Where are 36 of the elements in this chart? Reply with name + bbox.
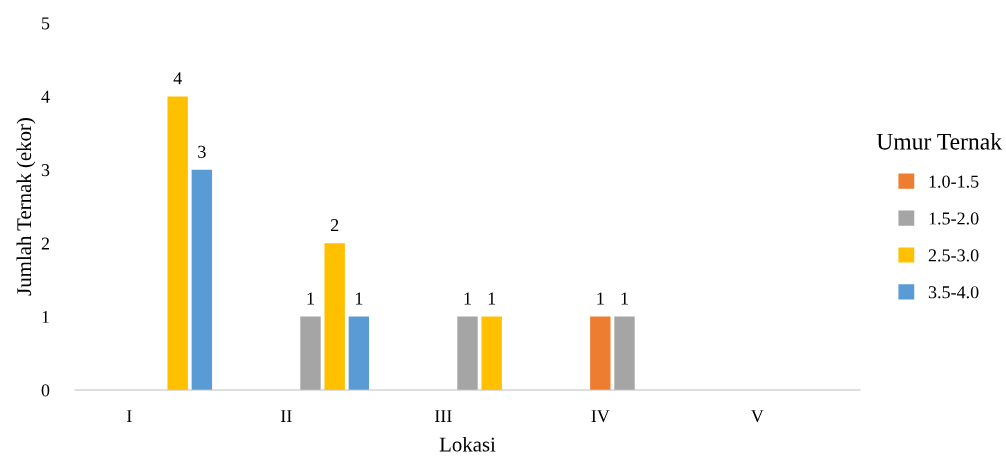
y-tick-label: 2 [41, 237, 49, 250]
data-label: 1 [307, 292, 314, 305]
bar [457, 316, 478, 390]
data-label: 1 [621, 292, 628, 305]
data-label: 2 [330, 219, 339, 232]
x-tick-label: III [434, 410, 452, 422]
bar [167, 96, 188, 390]
x-tick-label: V [751, 410, 764, 423]
bar [481, 316, 502, 390]
data-label: 1 [597, 292, 604, 305]
y-tick-label: 4 [41, 90, 50, 103]
x-tick-label: I [126, 410, 132, 422]
data-label: 1 [464, 292, 471, 305]
bar [590, 316, 611, 390]
data-label: 4 [173, 72, 182, 85]
bar [348, 316, 370, 390]
data-label: 1 [488, 292, 496, 305]
bar [191, 169, 213, 390]
legend-label: 2.5-3.0 [928, 249, 979, 262]
legend-label: 1.5-2.0 [929, 212, 979, 225]
data-label: 1 [355, 292, 363, 305]
bar [324, 243, 345, 390]
x-tick-label: II [280, 410, 292, 422]
y-tick-label: 1 [42, 310, 49, 323]
x-tick-label: IV [591, 410, 610, 423]
x-axis-title: Lokasi [439, 436, 496, 452]
y-axis-title: Jumlah Ternak (ekor) [16, 118, 36, 296]
legend-label: 1.0-1.5 [929, 175, 979, 188]
y-tick-label: 0 [41, 384, 50, 397]
bar [300, 316, 321, 390]
legend-label: 3.5-4.0 [928, 286, 979, 299]
data-label: 3 [198, 145, 206, 158]
legend-title: Umur Ternak [876, 133, 1003, 150]
y-tick-label: 3 [41, 164, 50, 177]
y-tick-label: 5 [42, 17, 50, 30]
bar [614, 316, 635, 390]
